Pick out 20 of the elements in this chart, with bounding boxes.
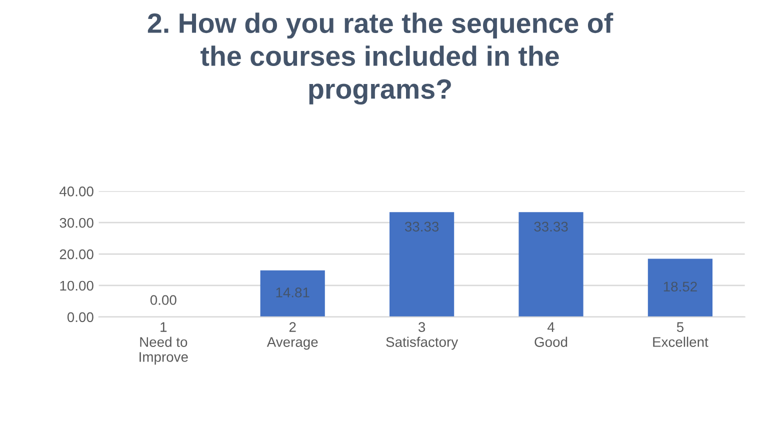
- bar: [390, 212, 454, 317]
- y-tick-label: 40.00: [60, 186, 94, 196]
- bar: [648, 258, 712, 317]
- data-label: 33.33: [404, 222, 439, 232]
- data-label: 0.00: [150, 295, 176, 305]
- y-tick-label: 0.00: [67, 312, 94, 322]
- data-label: 14.81: [276, 288, 310, 298]
- data-label: 33.33: [534, 222, 568, 232]
- data-label: 18.52: [664, 282, 697, 292]
- chart-title: 2. How do you rate the sequence of the courses included in the programs?: [148, 12, 614, 105]
- x-tick-label: 4 Good: [534, 322, 568, 347]
- y-tick-label: 20.00: [60, 249, 94, 260]
- y-tick-label: 30.00: [60, 218, 94, 228]
- x-tick-label: 2 Average: [266, 322, 318, 350]
- x-tick-label: 5 Excellent: [653, 322, 708, 347]
- x-tick-label: 1 Need to Improve: [140, 322, 188, 365]
- bar: [260, 270, 325, 317]
- bar: [518, 212, 584, 317]
- y-tick-label: 10.00: [60, 280, 94, 291]
- x-tick-label: 3 Satisfactory: [386, 322, 458, 350]
